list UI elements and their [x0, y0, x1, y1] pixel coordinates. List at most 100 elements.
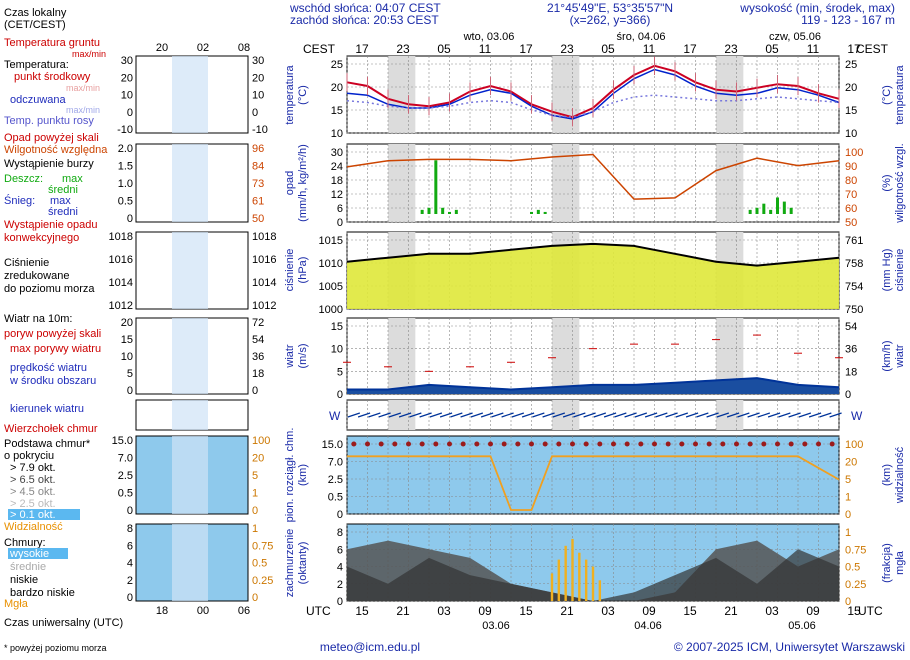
- cloud-top-dot: [652, 441, 657, 447]
- legend-y-tick: 30: [121, 55, 133, 67]
- wind-arrow: [829, 412, 842, 418]
- y-tick-right: 36: [845, 344, 857, 356]
- y-tick-left: 2: [337, 579, 343, 591]
- wind-arrow: [439, 412, 453, 418]
- legend-snow-mid: średni: [48, 206, 78, 218]
- precip-bar: [748, 209, 752, 214]
- compass-label: W: [329, 409, 341, 423]
- legend-temp-mid: punkt środkowy: [14, 71, 91, 83]
- panel-frame: [346, 435, 840, 515]
- y-tick-left: 24: [331, 161, 343, 173]
- legend-bottom-tick: 18: [156, 605, 168, 617]
- elevation-title: wysokość (min, środek, max): [739, 1, 895, 15]
- cloud-top-dot: [529, 441, 534, 447]
- cloud-top-dot: [583, 441, 589, 447]
- day-label: wto, 03.06: [463, 31, 515, 43]
- legend-y-tick: -10: [252, 124, 268, 136]
- cloud-top-dot: [433, 441, 439, 447]
- cloud-top-dot: [816, 441, 821, 447]
- wind-arrow: [368, 412, 381, 418]
- night-band: [552, 318, 580, 394]
- legend-y-tick: 2: [127, 575, 133, 587]
- hour-label-bottom: 09: [478, 604, 492, 618]
- legend-y-tick: 0: [252, 505, 258, 517]
- wind-arrow: [480, 412, 494, 418]
- y-tick-left: 1000: [319, 304, 343, 316]
- y-tick-left: 10: [331, 128, 343, 140]
- wind-arrow: [573, 412, 586, 418]
- compass-label: W: [851, 409, 863, 423]
- wind-arrow: [521, 412, 535, 418]
- y-tick-right: 20: [845, 82, 857, 94]
- legend-utc-label: Czas uniwersalny (UTC): [4, 617, 123, 629]
- cloud-top-dot: [392, 441, 398, 447]
- night-band: [716, 400, 744, 430]
- legend-y-tick: 30: [252, 55, 264, 67]
- cloud-top-dot: [488, 441, 493, 447]
- y-tick-right: 20: [845, 457, 857, 469]
- y-tick-left: 8: [337, 527, 343, 539]
- legend-top-tick: 08: [238, 42, 250, 54]
- local-time-label: Czas lokalny: [4, 7, 67, 19]
- legend-mid: średnie: [10, 561, 46, 573]
- footnote: * powyżej poziomu morza: [4, 643, 107, 653]
- legend-y-tick: 0.25: [252, 575, 273, 587]
- hour-label-top: 05: [765, 42, 779, 56]
- cloud-top-dot: [747, 441, 753, 447]
- legend-cover-01: > 0.1 okt.: [10, 509, 56, 521]
- legend-clouds-title: Chmury:: [4, 537, 46, 549]
- hour-label-top: 11: [807, 42, 820, 56]
- cloud-top-dot: [501, 441, 507, 447]
- coords-text: 21°45'49"E, 53°35'57"N: [547, 1, 673, 15]
- panel-units-left: (oktanty): [297, 542, 309, 585]
- legend-y-tick: 20: [252, 72, 264, 84]
- wind-arrow: [716, 412, 730, 418]
- legend-y-tick: 5: [252, 470, 258, 482]
- y-tick-left: 0: [337, 217, 343, 229]
- hour-label-bottom: 15: [355, 604, 369, 618]
- email-link[interactable]: meteo@icm.edu.pl: [320, 640, 420, 654]
- cloud-top-dot: [570, 441, 575, 447]
- pressure-line: [346, 242, 840, 267]
- legend-y-tick: 20: [252, 453, 264, 465]
- wind-arrow: [685, 412, 699, 418]
- night-band: [716, 144, 744, 222]
- wind-arrow: [675, 412, 689, 418]
- legend-y-tick: -10: [117, 124, 133, 136]
- legend-y-tick: 15.0: [112, 435, 133, 447]
- panel-title-left: wiatr: [284, 344, 296, 369]
- cloud-top-dot: [474, 441, 480, 447]
- day-label-bottom: 04.06: [634, 620, 662, 632]
- legend-cover-65: > 6.5 okt.: [10, 474, 56, 486]
- y-tick-left: 20: [331, 82, 343, 94]
- panel-title-right: (%): [881, 174, 893, 191]
- cloud-top-dot: [734, 441, 739, 447]
- y-tick-left: 0.5: [328, 492, 343, 504]
- y-tick-right: 90: [845, 161, 857, 173]
- wind-arrow: [460, 412, 473, 418]
- legend-gust: max porywy wiatru: [10, 343, 101, 355]
- legend-y-tick: 10: [252, 90, 264, 102]
- hour-label-top: 23: [560, 42, 574, 56]
- legend-y-tick: 1.5: [118, 161, 133, 173]
- y-tick-right: 60: [845, 203, 857, 215]
- legend-y-tick: 0: [127, 107, 133, 119]
- wind-arrow: [470, 412, 484, 418]
- legend-y-tick: 1012: [109, 300, 133, 312]
- copyright: © 2007-2025 ICM, Uniwersytet Warszawski: [674, 640, 905, 654]
- night-band: [388, 318, 416, 394]
- precip-bar: [441, 207, 445, 214]
- legend-y-tick: 1012: [252, 300, 276, 312]
- legend-high-swatch: [8, 548, 68, 559]
- cloud-top-dot: [624, 441, 630, 447]
- wind-arrow: [808, 412, 822, 418]
- wind-arrow: [501, 412, 514, 418]
- legend-snow: Śnieg:: [4, 194, 35, 207]
- wind-speed-area: [347, 378, 839, 394]
- legend-y-tick: 84: [252, 161, 264, 173]
- wind-arrow: [706, 412, 719, 418]
- y-tick-left: 1015: [319, 235, 343, 247]
- hour-label-bottom: 21: [396, 604, 410, 618]
- y-tick-right: 18: [845, 366, 857, 378]
